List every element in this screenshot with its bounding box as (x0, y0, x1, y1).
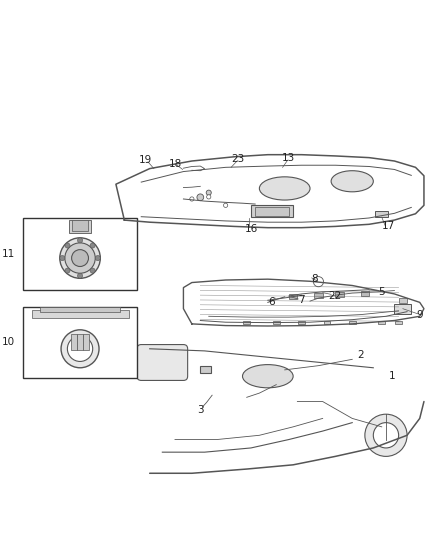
Circle shape (65, 243, 70, 248)
Circle shape (223, 203, 228, 207)
Bar (360, 291, 369, 296)
Text: 19: 19 (139, 155, 152, 165)
Circle shape (67, 336, 93, 361)
Text: 10: 10 (1, 337, 14, 348)
Bar (251, 205, 293, 217)
Text: 8: 8 (311, 274, 318, 284)
Circle shape (314, 277, 324, 287)
Bar (375, 211, 388, 217)
Text: 9: 9 (417, 310, 423, 320)
Circle shape (60, 255, 65, 261)
Bar (77, 334, 83, 350)
Circle shape (207, 195, 211, 199)
Bar (255, 207, 289, 216)
Bar (273, 320, 279, 324)
Text: 17: 17 (381, 221, 395, 231)
Bar (71, 334, 77, 350)
Ellipse shape (243, 365, 293, 388)
Bar (314, 293, 323, 298)
Bar (244, 320, 250, 324)
Bar (23, 306, 137, 378)
Circle shape (197, 194, 204, 200)
Text: 11: 11 (1, 249, 14, 259)
Circle shape (90, 243, 95, 248)
Text: 2: 2 (357, 350, 364, 360)
Circle shape (60, 238, 100, 278)
Circle shape (90, 268, 95, 273)
Text: 6: 6 (269, 297, 276, 308)
Text: 7: 7 (298, 295, 305, 305)
Text: 23: 23 (232, 154, 245, 164)
Circle shape (65, 268, 70, 273)
Circle shape (61, 330, 99, 368)
Ellipse shape (331, 171, 373, 192)
Circle shape (95, 255, 100, 261)
Circle shape (373, 423, 399, 448)
Bar (395, 320, 402, 324)
Text: 22: 22 (328, 291, 342, 301)
Bar (289, 294, 297, 299)
Circle shape (190, 197, 194, 201)
Circle shape (206, 190, 211, 195)
Bar (336, 292, 344, 297)
Bar (394, 304, 411, 314)
Circle shape (71, 249, 88, 266)
Bar (200, 366, 211, 373)
Bar (40, 308, 120, 312)
Circle shape (65, 243, 95, 273)
Bar (23, 218, 137, 290)
Text: 16: 16 (244, 223, 258, 233)
Ellipse shape (259, 177, 310, 200)
Bar (349, 320, 356, 324)
Bar (378, 320, 385, 324)
Text: 3: 3 (197, 405, 204, 415)
Circle shape (78, 273, 83, 278)
Text: 18: 18 (168, 158, 182, 168)
Bar (399, 298, 407, 303)
Bar (83, 334, 89, 350)
Bar (70, 220, 91, 233)
FancyBboxPatch shape (137, 344, 187, 381)
Text: 5: 5 (378, 287, 385, 297)
Bar (72, 220, 88, 231)
Circle shape (78, 238, 83, 243)
Bar (298, 320, 305, 324)
Text: 13: 13 (283, 154, 296, 164)
Bar (324, 320, 330, 324)
Circle shape (365, 414, 407, 456)
Text: 1: 1 (389, 371, 396, 381)
Bar (32, 310, 129, 318)
